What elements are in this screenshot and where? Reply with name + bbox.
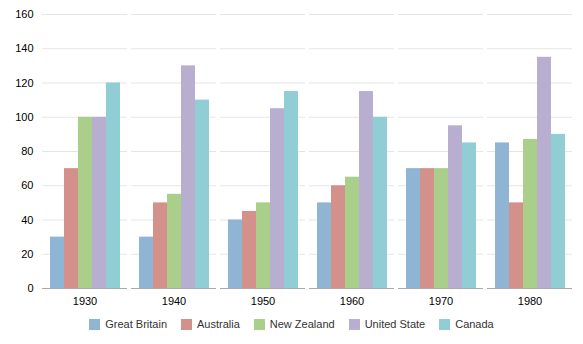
svg-text:20: 20 <box>21 248 33 260</box>
svg-text:120: 120 <box>15 77 33 89</box>
svg-text:0: 0 <box>27 282 33 294</box>
svg-text:1950: 1950 <box>251 295 275 307</box>
svg-text:140: 140 <box>15 42 33 54</box>
svg-text:1980: 1980 <box>518 295 542 307</box>
svg-text:60: 60 <box>21 179 33 191</box>
html-text:Australia: Australia <box>197 318 240 330</box>
svg-text:1930: 1930 <box>73 295 97 307</box>
html-text:Great Britain: Great Britain <box>105 318 167 330</box>
svg-text:160: 160 <box>15 8 33 20</box>
svg-text:1970: 1970 <box>429 295 453 307</box>
html-text:Canada: Canada <box>455 318 494 330</box>
html-text:New Zealand: New Zealand <box>269 318 335 330</box>
svg-text:1960: 1960 <box>340 295 364 307</box>
svg-text:1940: 1940 <box>162 295 186 307</box>
svg-text:100: 100 <box>15 111 33 123</box>
svg-text:80: 80 <box>21 145 33 157</box>
svg-text:40: 40 <box>21 214 33 226</box>
html-text:United State: United State <box>364 318 426 330</box>
